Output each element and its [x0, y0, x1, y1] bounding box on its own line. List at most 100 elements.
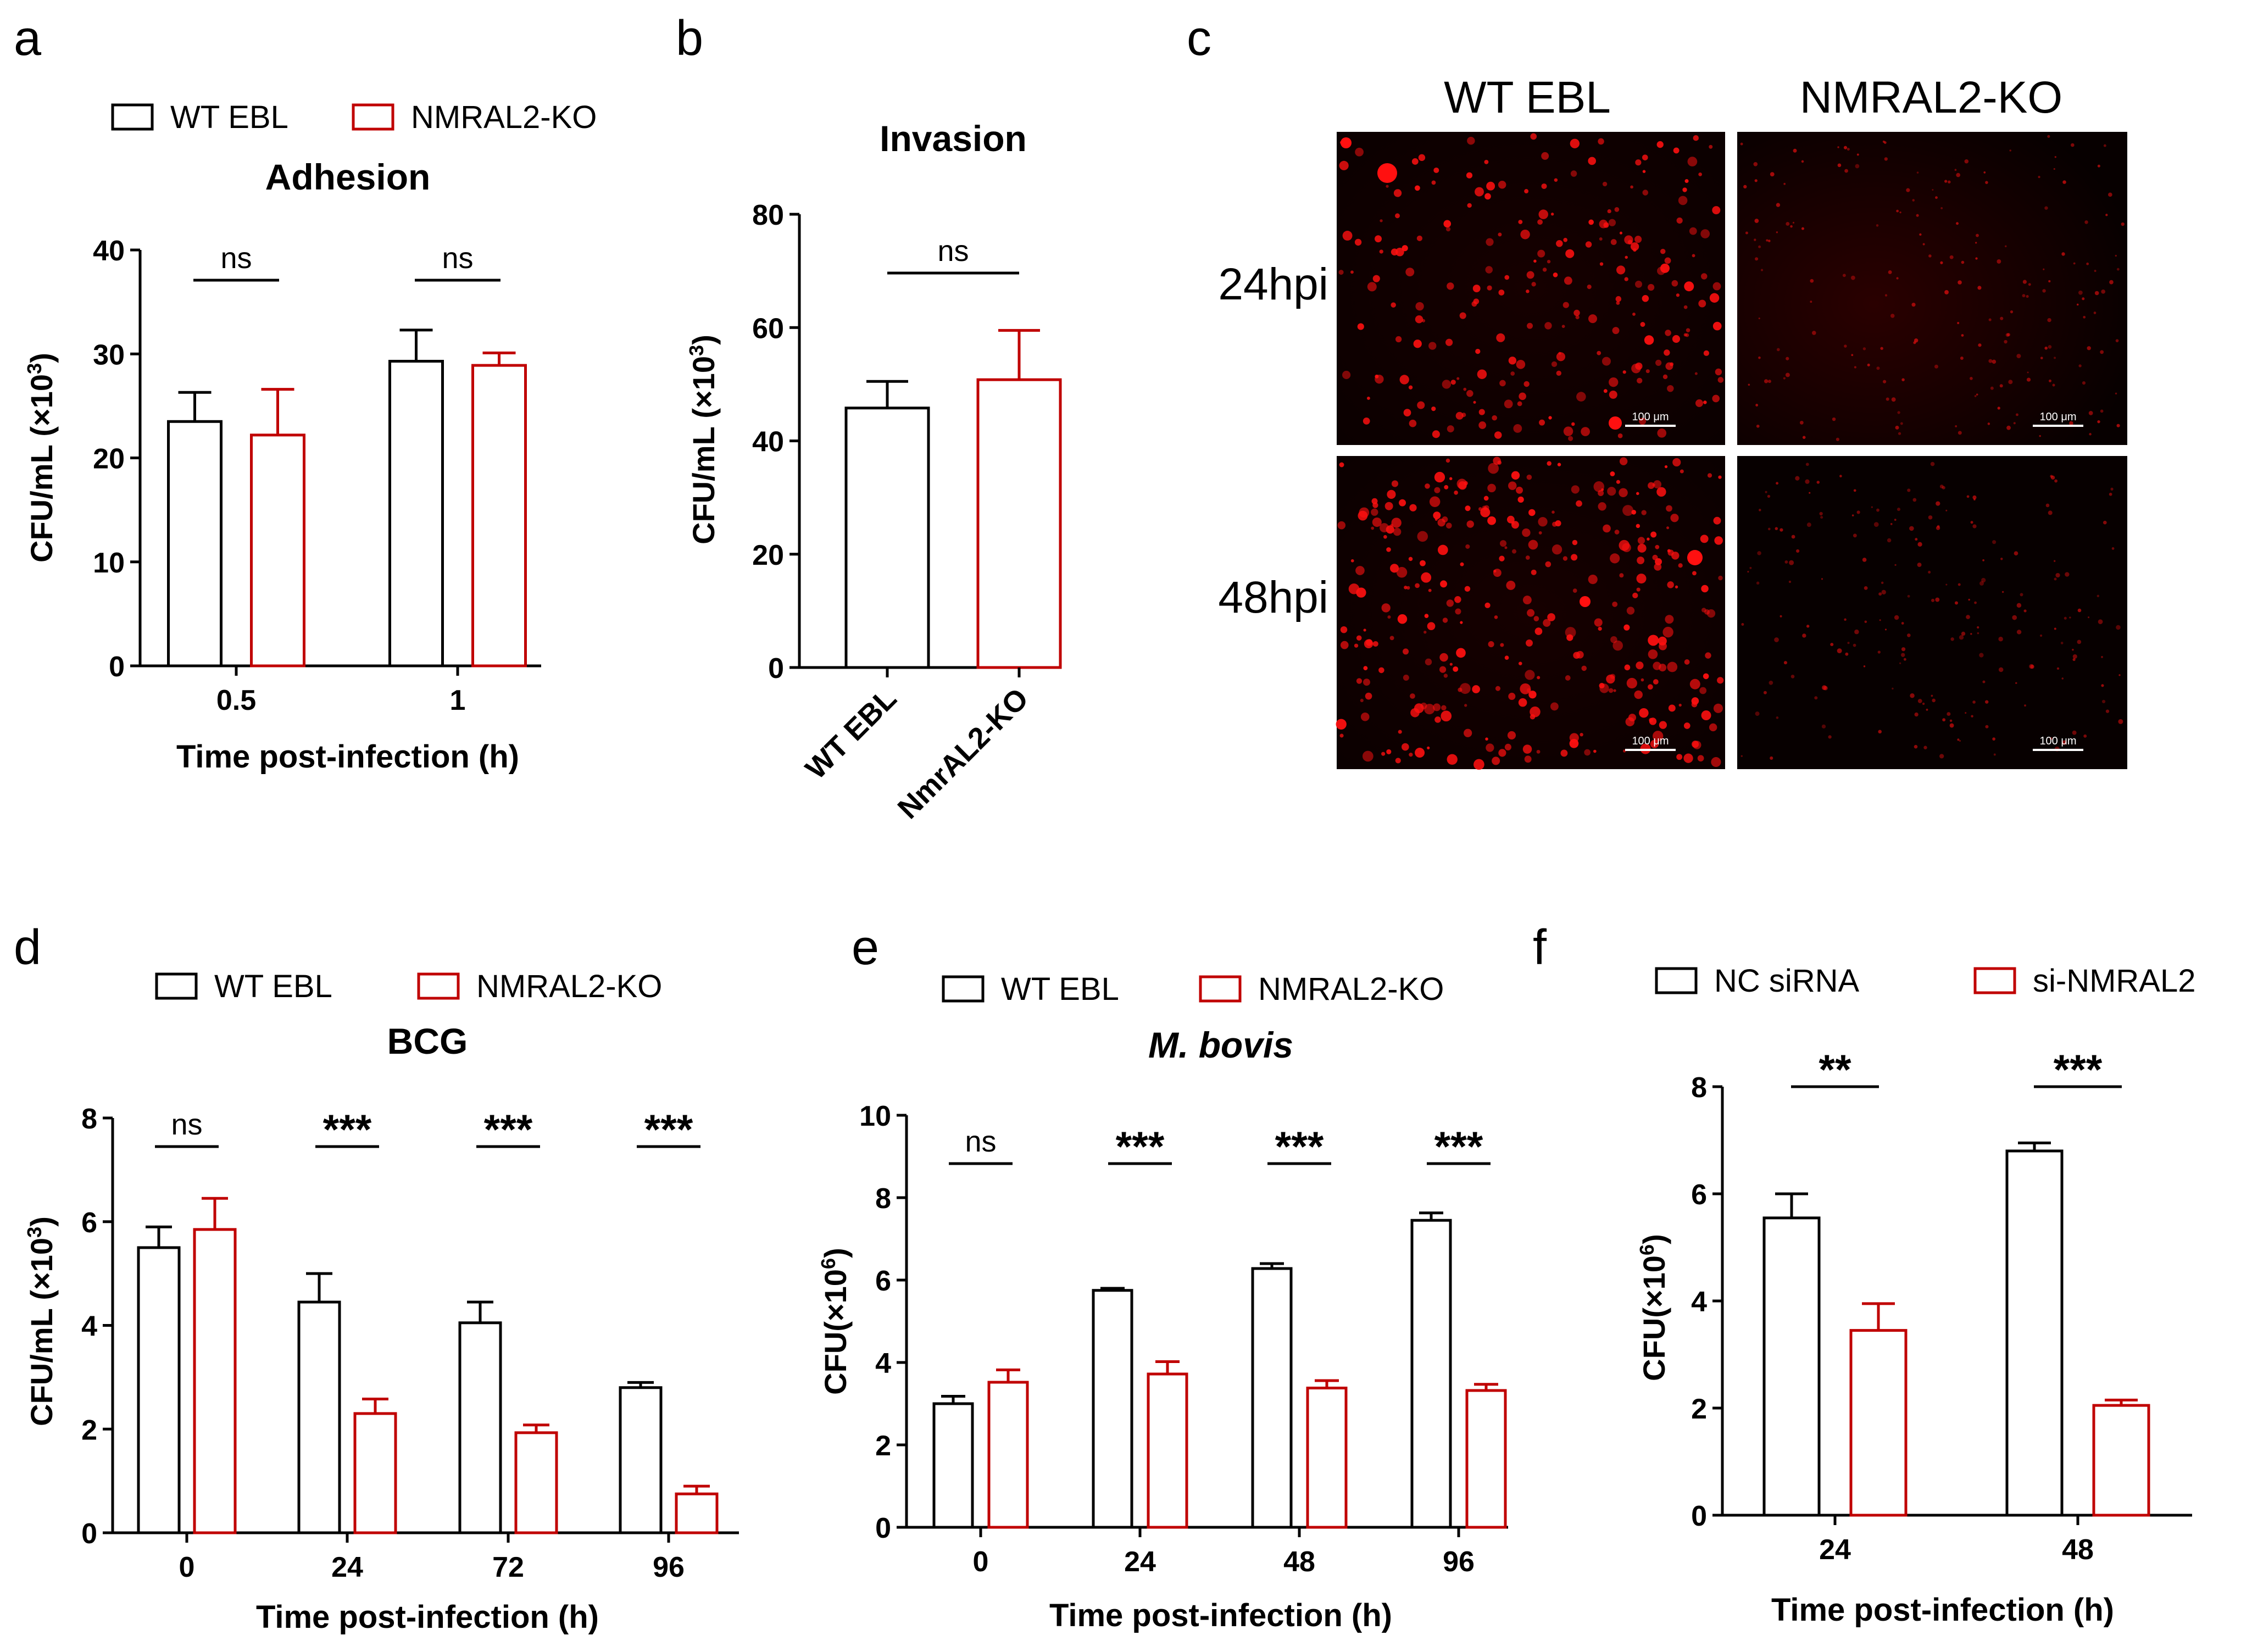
- cell-spot: [1975, 242, 1977, 244]
- cell-spot: [1455, 411, 1464, 420]
- cell-spot: [2054, 627, 2056, 630]
- cell-spot: [1603, 222, 1609, 228]
- cell-spot: [1632, 313, 1636, 316]
- legend-label: WT EBL: [1001, 971, 1119, 1007]
- y-tick-label: 0: [875, 1512, 891, 1544]
- cell-spot: [1387, 490, 1396, 499]
- cell-spot: [2072, 654, 2077, 659]
- cell-spot: [1670, 362, 1674, 366]
- cell-spot: [1758, 318, 1760, 320]
- cell-spot: [1950, 637, 1954, 641]
- scale-bar-label: 100 μm: [2039, 411, 2076, 423]
- cell-spot: [1455, 608, 1461, 615]
- cell-spot: [1776, 203, 1781, 207]
- cell-spot: [1563, 237, 1568, 242]
- cell-spot: [1901, 647, 1906, 652]
- cell-spot: [1684, 281, 1694, 292]
- cell-spot: [1477, 369, 1487, 379]
- cell-spot: [1408, 557, 1413, 561]
- cell-spot: [1383, 535, 1387, 539]
- cell-spot: [1828, 735, 1832, 739]
- cell-spot: [2004, 340, 2008, 344]
- cell-spot: [1780, 528, 1783, 532]
- cell-spot: [1917, 542, 1922, 547]
- cell-spot: [1396, 566, 1408, 578]
- cell-spot: [1520, 229, 1530, 240]
- cell-spot: [1365, 692, 1372, 700]
- cell-spot: [1878, 730, 1882, 734]
- cell-spot: [1527, 322, 1533, 329]
- chart-title: Invasion: [880, 118, 1027, 159]
- cell-spot: [2048, 510, 2053, 515]
- cell-spot: [1337, 521, 1346, 530]
- x-tick-label: 0: [179, 1551, 195, 1583]
- significance-label: ns: [171, 1108, 202, 1141]
- cell-spot: [1945, 583, 1948, 586]
- cell-spot: [1609, 390, 1617, 399]
- cell-spot: [1594, 618, 1603, 627]
- cell-spot: [1386, 749, 1392, 754]
- cell-spot: [1837, 146, 1839, 148]
- cell-spot: [1896, 277, 1899, 280]
- cell-spot: [1415, 748, 1425, 758]
- cell-spot: [1928, 254, 1932, 258]
- cell-spot: [1607, 487, 1616, 496]
- cell-spot: [1459, 312, 1466, 319]
- cell-spot: [2100, 409, 2104, 413]
- x-tick-label: WT EBL: [799, 682, 903, 786]
- cell-spot: [1434, 487, 1441, 493]
- cell-spot: [1467, 203, 1472, 208]
- cell-spot: [1637, 537, 1645, 544]
- cell-spot: [1713, 703, 1723, 713]
- cell-spot: [1533, 616, 1539, 621]
- cell-spot: [1408, 385, 1413, 390]
- cell-spot: [1423, 631, 1427, 634]
- cell-spot: [1363, 666, 1368, 671]
- cell-spot: [1671, 280, 1678, 287]
- x-tick-label: 24: [331, 1551, 363, 1583]
- cell-spot: [1569, 738, 1579, 748]
- cell-spot: [1339, 733, 1344, 738]
- cell-spot: [1685, 333, 1689, 337]
- cell-spot: [1863, 665, 1866, 668]
- y-tick-label: 4: [875, 1348, 891, 1380]
- cell-spot: [2094, 270, 2097, 272]
- cell-spot: [1664, 465, 1668, 469]
- cell-spot: [1656, 487, 1666, 497]
- cell-spot: [1795, 476, 1800, 481]
- cell-spot: [1357, 323, 1364, 330]
- cell-spot: [1537, 219, 1543, 225]
- cell-cluster: [1609, 416, 1622, 430]
- bar: [1465, 1389, 1507, 1529]
- cell-spot: [1354, 643, 1359, 648]
- cell-spot: [1533, 259, 1537, 263]
- cell-spot: [1972, 495, 1977, 499]
- micrograph-col-header-wt: WT EBL: [1444, 73, 1611, 123]
- cell-spot: [1956, 222, 1959, 225]
- cell-spot: [1565, 627, 1576, 638]
- cell-spot: [1959, 635, 1964, 640]
- cell-spot: [1949, 723, 1954, 728]
- cell-spot: [1877, 650, 1881, 654]
- cell-spot: [1642, 170, 1646, 173]
- cell-spot: [1636, 574, 1647, 584]
- cell-spot: [1890, 314, 1895, 318]
- cell-spot: [1437, 519, 1445, 527]
- cell-spot: [1965, 712, 1967, 714]
- cell-spot: [1712, 394, 1720, 403]
- cell-spot: [1760, 269, 1764, 271]
- cell-spot: [1898, 432, 1901, 435]
- cell-spot: [1926, 709, 1928, 711]
- cell-spot: [1689, 678, 1700, 689]
- cell-spot: [1740, 755, 1743, 757]
- cell-spot: [2047, 135, 2050, 138]
- cell-spot: [1886, 397, 1889, 401]
- cell-spot: [1657, 428, 1667, 438]
- cell-spot: [1641, 678, 1644, 682]
- cell-spot: [2118, 719, 2123, 724]
- cell-spot: [1599, 682, 1605, 689]
- cell-spot: [2014, 551, 2018, 556]
- cell-spot: [1562, 302, 1569, 308]
- cell-spot: [1626, 607, 1635, 615]
